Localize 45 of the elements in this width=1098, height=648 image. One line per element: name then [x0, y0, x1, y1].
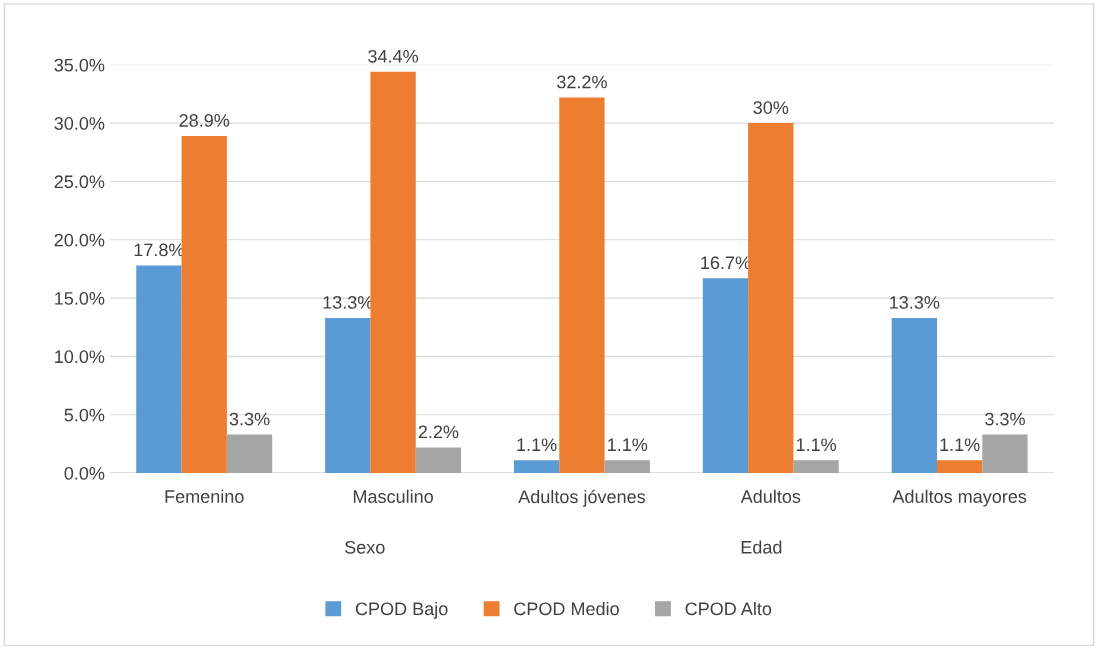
- text: Sexo: [345, 540, 385, 554]
- data-label: 3.3%: [985, 412, 1025, 426]
- bar: [136, 265, 182, 474]
- data-label: 28.9%: [179, 114, 230, 127]
- bar: [513, 460, 560, 474]
- x-tick-label: Adultos mayores: [892, 489, 1027, 507]
- y-tick-label: 5.0%: [64, 408, 105, 422]
- bar: [891, 317, 937, 474]
- bar: [702, 278, 749, 474]
- bar: [982, 434, 1028, 474]
- x-tick-label: Adultos: [740, 489, 801, 503]
- data-label: 32.2%: [557, 75, 607, 89]
- bar: [415, 447, 462, 474]
- data-label: 1.1%: [796, 438, 837, 452]
- x-tick-label: Adultos jóvenes: [518, 489, 646, 507]
- x-tick-label: Masculino: [353, 489, 433, 503]
- bar: [748, 123, 794, 474]
- bar: [370, 71, 416, 474]
- legend-label: CPOD Alto: [685, 601, 772, 616]
- y-tick-label: 0.0%: [64, 466, 105, 480]
- data-label: 1.1%: [517, 438, 557, 452]
- data-label: 2.2%: [418, 425, 459, 439]
- data-label: 34.4%: [368, 49, 419, 63]
- y-tick-label: 35.0%: [54, 58, 105, 72]
- bar: [226, 434, 273, 474]
- bar: [793, 460, 839, 474]
- data-label: 13.3%: [890, 296, 940, 309]
- bar: [181, 135, 227, 474]
- text: Edad: [741, 540, 782, 554]
- bar: [325, 317, 371, 474]
- y-tick-label: 10.0%: [55, 350, 105, 364]
- data-label: 1.1%: [940, 438, 980, 452]
- data-label: 30%: [753, 101, 789, 114]
- y-tick-label: 15.0%: [55, 292, 105, 305]
- bar: [559, 97, 605, 474]
- x-tick-label: Femenino: [165, 489, 244, 503]
- data-label: 1.1%: [608, 438, 648, 452]
- bar: [604, 460, 650, 474]
- data-label: 3.3%: [229, 412, 270, 426]
- bar: [936, 460, 983, 474]
- y-tick-label: 25.0%: [54, 175, 105, 189]
- legend-label: CPOD Medio: [514, 601, 619, 616]
- y-tick-label: 30.0%: [54, 117, 105, 130]
- legend-label: CPOD Bajo: [355, 601, 448, 619]
- y-tick-label: 20.0%: [54, 233, 105, 247]
